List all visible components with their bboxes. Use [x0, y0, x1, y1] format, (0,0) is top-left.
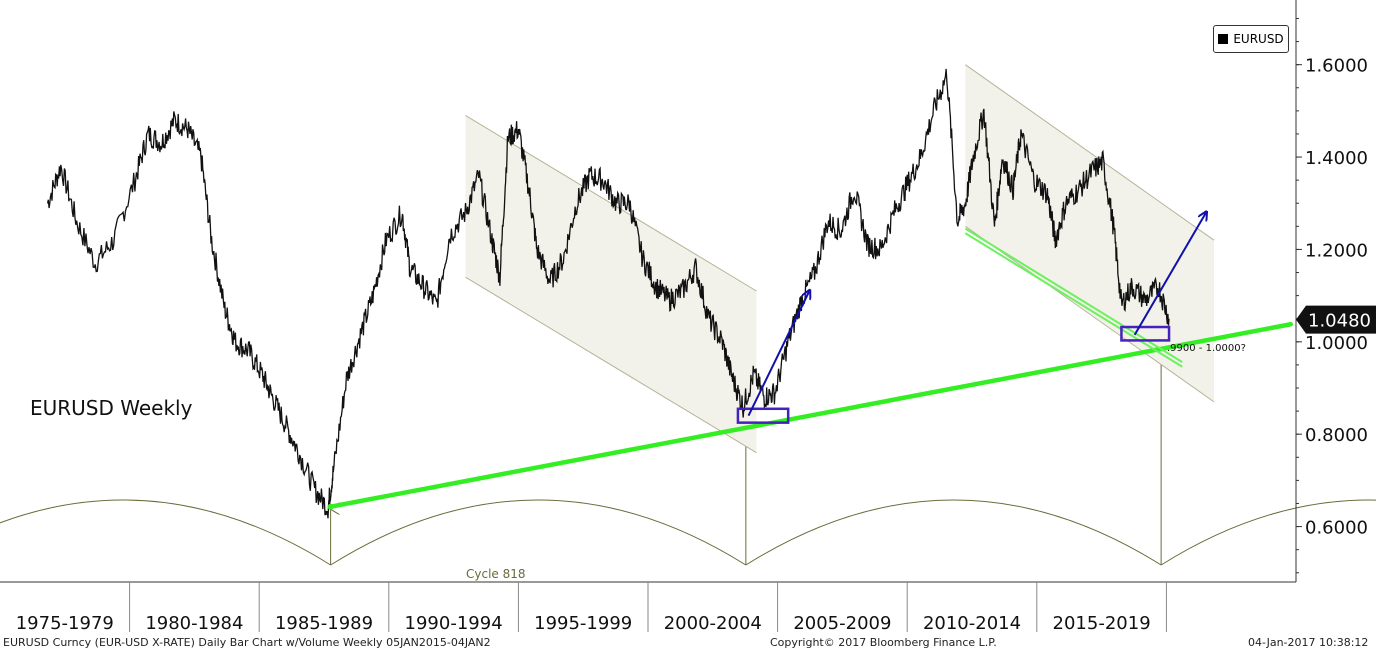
projection-arrow	[1133, 212, 1206, 336]
price-series	[46, 68, 1170, 519]
support-line-start-dot	[327, 503, 334, 510]
highlight-box	[1120, 325, 1171, 342]
y-tick-label: 1.0000	[1305, 333, 1368, 354]
y-tick-label: 1.2000	[1305, 240, 1368, 261]
eurusd-price-line	[46, 68, 1170, 519]
cycle-arc-path	[0, 499, 1376, 566]
cycle-label: Cycle 818	[466, 567, 526, 581]
axes: 1.6000 1.4000 1.2000 1.0000 0.8000 0.6000 1975…	[0, 0, 1376, 634]
x-tick-label: 2010-2014	[923, 613, 1021, 634]
legend-swatch	[1218, 34, 1229, 44]
x-tick-label: 1995-1999	[534, 613, 632, 634]
labels: EURUSD Weekly .9900 - 1.0000? Cycle 818	[30, 343, 1246, 581]
price-channels	[465, 64, 1215, 454]
channel-top-line	[965, 64, 1215, 241]
channel-bottom-line	[465, 276, 757, 454]
x-tick-label: 1975-1979	[16, 613, 114, 634]
channel-bottom-line	[965, 225, 1215, 403]
channel-lower-trendline	[964, 232, 1183, 368]
x-tick-label: 1980-1984	[145, 613, 243, 634]
highlight-box	[736, 407, 790, 424]
x-tick-label: 1990-1994	[405, 613, 503, 634]
long-term-support-line	[328, 322, 1293, 509]
legend-label: EURUSD	[1233, 32, 1284, 46]
footer-copyright: Copyright© 2017 Bloomberg Finance L.P.	[770, 636, 997, 649]
y-tick-label: 1.4000	[1305, 148, 1368, 169]
y-tick-label: 0.6000	[1305, 518, 1368, 539]
target-range-annotation: .9900 - 1.0000?	[1167, 343, 1246, 354]
y-tick-label: 1.6000	[1305, 56, 1368, 77]
cycle-arcs	[0, 344, 1376, 566]
projection-arrow	[747, 291, 810, 417]
y-tick-label: 0.8000	[1305, 425, 1368, 446]
footer-source: EURUSD Curncy (EUR-USD X-RATE) Daily Bar…	[3, 636, 491, 649]
chart-title: EURUSD Weekly	[30, 396, 193, 420]
last-price-tag	[1296, 305, 1376, 334]
x-tick-label: 1985-1989	[275, 613, 373, 634]
legend: EURUSD	[1213, 25, 1289, 53]
last-price-label: 1.0480	[1308, 311, 1371, 332]
x-tick-label: 2015-2019	[1053, 613, 1151, 634]
channel-top-line	[465, 115, 757, 292]
footer-timestamp: 04-Jan-2017 10:38:12	[1248, 636, 1369, 649]
x-tick-label: 2005-2009	[793, 613, 891, 634]
x-tick-label: 2000-2004	[664, 613, 762, 634]
overlays	[327, 212, 1293, 510]
channel-fill	[465, 115, 757, 453]
